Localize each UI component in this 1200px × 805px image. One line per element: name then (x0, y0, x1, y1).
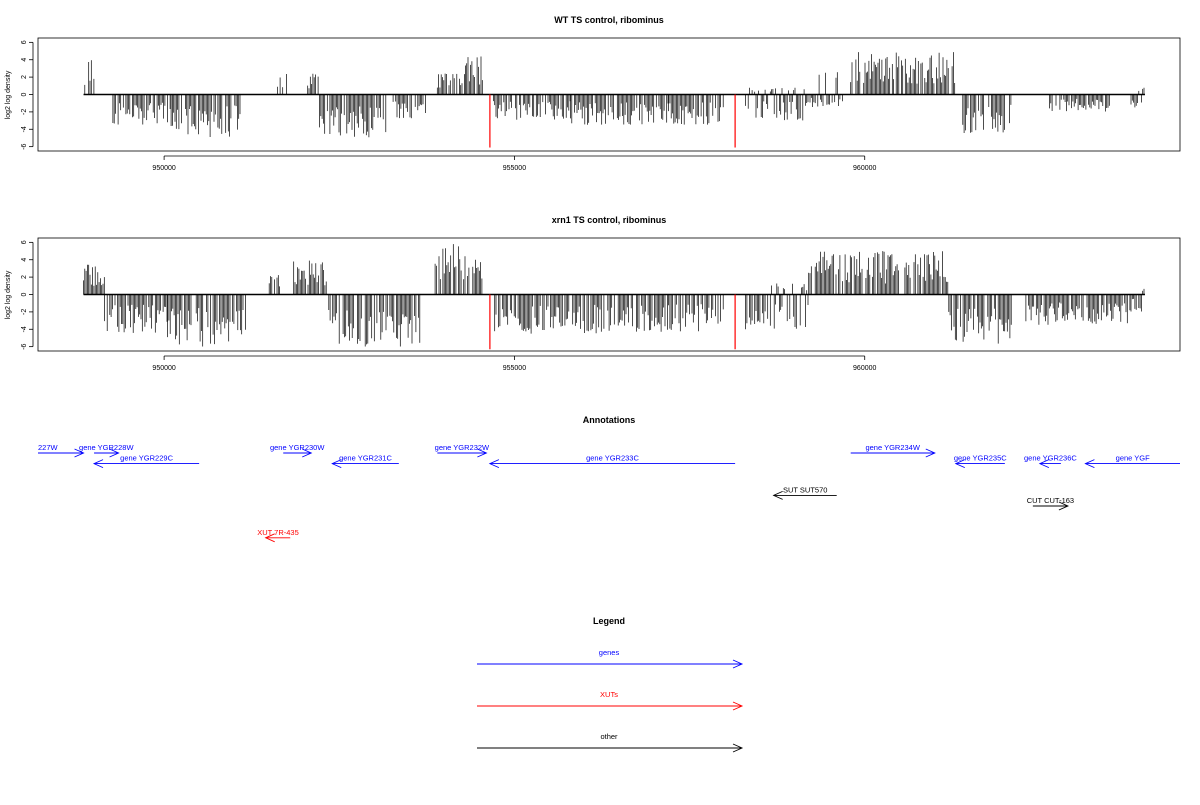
xrn1-axes: 6 4 2 0 -2 -4 -6 950000 955000 960000 (21, 240, 877, 372)
wt-panel-title: WT TS control, ribominus (554, 15, 664, 25)
wt-coverage-panel: WT TS control, ribominus log2 log densit… (5, 15, 1181, 172)
y-tick-label: 0 (21, 292, 28, 296)
annotation-arrow (283, 448, 313, 458)
annotation-features: 227W gene YGR228W gene YGR229C gene YGR230W… (38, 443, 1180, 543)
annotation-arrow (1084, 459, 1180, 469)
xrn1-coverage-panel: xrn1 TS control, ribominus log2 log dens… (5, 215, 1181, 372)
annotation-arrow (850, 448, 936, 458)
annotation-arrow (488, 459, 736, 469)
y-tick-label: 2 (21, 75, 28, 79)
xrn1-y-axis-label: log2 log density (5, 270, 12, 319)
annotation-arrow (38, 448, 85, 458)
y-tick-label: 6 (21, 240, 28, 244)
xrn1-plot-frame (37, 237, 1181, 352)
legend: Legend genes XUTs other (477, 616, 744, 753)
y-tick-label: -4 (21, 126, 28, 132)
annotation-label: gene YGF (1116, 454, 1150, 463)
annotation-arrow (437, 448, 488, 458)
annotation-arrow (92, 459, 200, 469)
wt-coverage-bars (83, 52, 1145, 148)
x-tick-label: 950000 (152, 165, 175, 172)
annotations-title: Annotations (583, 415, 636, 425)
y-tick-label: -2 (21, 309, 28, 315)
annotation-label: SUT SUT570 (783, 485, 827, 494)
legend-label-other: other (600, 732, 618, 741)
annotation-arrow (94, 448, 120, 458)
annotations-track: Annotations 227W gene YGR228W gene YGR229C… (38, 415, 1180, 543)
annotation-arrow (772, 490, 837, 500)
annotation-label: gene YGR230W (270, 443, 325, 452)
x-tick-label: 960000 (853, 165, 876, 172)
y-tick-label: -2 (21, 109, 28, 115)
y-tick-label: 4 (21, 58, 28, 62)
legend-title: Legend (593, 616, 625, 626)
x-tick-label: 960000 (853, 365, 876, 372)
annotation-label: gene YGR236C (1024, 454, 1077, 463)
x-tick-label: 950000 (152, 365, 175, 372)
annotation-label: gene YGR232W (435, 443, 490, 452)
xrn1-panel-title: xrn1 TS control, ribominus (552, 215, 667, 225)
annotation-label: XUT 7R-435 (257, 528, 299, 537)
annotation-arrow (264, 533, 291, 543)
y-tick-label: 0 (21, 92, 28, 96)
legend-label-xuts: XUTs (600, 690, 618, 699)
legend-arrow-other (477, 743, 744, 753)
annotation-arrow (1038, 459, 1061, 469)
annotation-arrow (1032, 501, 1070, 511)
annotation-arrow (954, 459, 1005, 469)
y-tick-label: 6 (21, 40, 28, 44)
annotation-label: gene YGR229C (120, 454, 173, 463)
xrn1-coverage-bars (83, 244, 1145, 350)
y-tick-label: -4 (21, 326, 28, 332)
annotation-label: gene YGR235C (954, 454, 1007, 463)
wt-axes: 6 4 2 0 -2 -4 -6 950000 955000 960000 (21, 40, 877, 172)
legend-items: genes XUTs other (477, 648, 744, 753)
annotation-label: gene YGR233C (586, 454, 639, 463)
x-tick-label: 955000 (503, 165, 526, 172)
annotation-label: CUT CUT-163 (1027, 496, 1074, 505)
annotation-label: gene YGR231C (339, 454, 392, 463)
legend-arrow-xuts (477, 701, 744, 711)
x-tick-label: 955000 (503, 365, 526, 372)
y-tick-label: 4 (21, 258, 28, 262)
wt-y-axis-label: log2 log density (5, 70, 12, 119)
y-tick-label: -6 (21, 143, 28, 149)
annotation-label: gene YGR228W (79, 443, 134, 452)
wt-plot-frame (37, 37, 1181, 152)
y-tick-label: 2 (21, 275, 28, 279)
annotation-label: gene YGR234W (865, 443, 920, 452)
y-tick-label: -6 (21, 343, 28, 349)
legend-label-genes: genes (599, 648, 620, 657)
legend-arrow-genes (477, 659, 744, 669)
annotation-label: 227W (38, 443, 59, 452)
annotation-arrow (331, 459, 399, 469)
